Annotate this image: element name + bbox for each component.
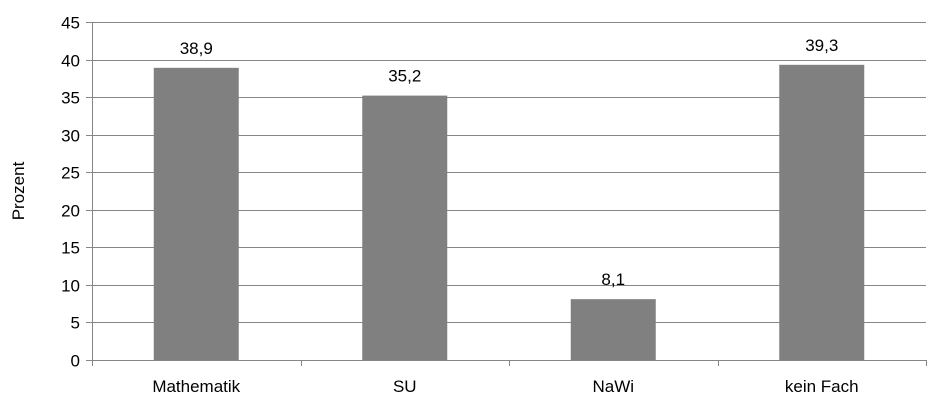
x-category-label: NaWi [592, 377, 634, 396]
bar-mathematik [153, 67, 239, 360]
y-tick-label-35: 35 [61, 89, 80, 108]
y-tick-label-40: 40 [61, 52, 80, 71]
data-labels: 38,9 35,2 8,1 39,3 [180, 36, 839, 289]
x-category-labels: Mathematik SU NaWi kein Fach [152, 377, 858, 396]
x-category-label: SU [393, 377, 417, 396]
bar-nawi [570, 299, 656, 360]
y-tick-label-20: 20 [61, 202, 80, 221]
y-axis-title: Prozent [9, 161, 28, 220]
bars [153, 64, 865, 361]
bar-su [362, 95, 448, 360]
y-tick-labels: 0 5 10 15 20 25 30 35 40 45 [61, 14, 80, 371]
y-tick-label-5: 5 [71, 314, 80, 333]
x-category-label: kein Fach [785, 377, 859, 396]
data-label: 38,9 [180, 39, 213, 58]
y-tick-label-0: 0 [71, 352, 80, 371]
data-label: 39,3 [805, 36, 838, 55]
y-tick-label-10: 10 [61, 277, 80, 296]
y-tick-label-25: 25 [61, 164, 80, 183]
y-tick-label-15: 15 [61, 239, 80, 258]
data-label: 8,1 [601, 270, 625, 289]
bar-kein-fach [779, 64, 865, 361]
x-category-label: Mathematik [152, 377, 240, 396]
axes [86, 22, 927, 366]
y-tick-label-30: 30 [61, 127, 80, 146]
data-label: 35,2 [388, 67, 421, 86]
y-tick-label-45: 45 [61, 14, 80, 33]
